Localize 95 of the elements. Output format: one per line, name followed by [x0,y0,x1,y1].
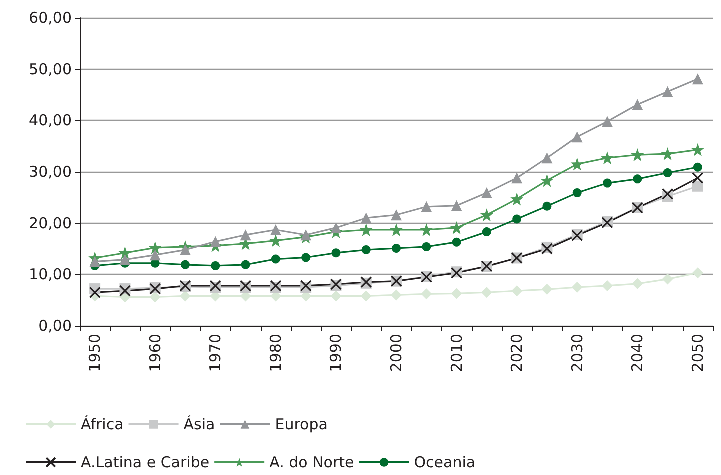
point [450,221,464,234]
point [570,158,584,171]
legend-label: África [81,416,124,434]
point [692,172,704,184]
point [270,224,282,236]
point [89,286,101,298]
point [300,230,312,241]
y-tick-label: 50,00 [29,60,72,78]
point [540,174,554,188]
point [692,268,704,279]
y-tick-label: 40,00 [29,112,72,130]
point [452,238,462,247]
point [90,256,101,268]
point [390,224,403,237]
x-tick-label: 2050 [688,334,707,372]
point [451,200,462,212]
legend-label: Ásia [184,416,216,434]
point [210,236,222,248]
legend-label: A.Latina e Caribe [81,454,210,472]
point [362,246,371,255]
point [631,148,644,162]
point [360,224,373,237]
point [510,192,524,206]
point [693,162,702,172]
x-tick-label: 1970 [206,334,225,372]
x-tick-label: 2040 [628,334,647,372]
x-tick-label: 1960 [146,334,164,372]
point [332,248,341,258]
legend-label: A. do Norte [270,454,354,472]
x-tick-label: 2010 [448,334,466,372]
point [360,290,372,302]
point [421,201,432,212]
y-tick-label: 20,00 [29,214,72,232]
point [420,224,434,237]
point [180,244,191,256]
point [542,284,553,296]
point [601,152,614,165]
y-tick-label: 10,00 [29,266,72,284]
point [480,208,494,222]
point [150,250,161,261]
point [662,86,674,98]
point [421,288,432,300]
point [512,214,522,224]
point [663,168,672,178]
x-tick-label: 2030 [568,334,586,372]
point [691,143,704,156]
y-tick-label: 0,00 [38,317,72,335]
point [692,180,704,192]
x-tick-label: 1990 [327,334,346,372]
point [572,188,582,198]
point [602,280,613,292]
x-tick-label: 1980 [266,334,285,372]
point [330,222,342,234]
point [512,286,523,297]
point [241,260,250,270]
point [692,74,704,85]
x-tick-label: 2020 [508,334,526,372]
point [661,148,674,161]
x-tick-label: 2000 [388,334,406,372]
point [633,174,642,184]
legend-label: Oceania [414,454,476,472]
point [211,261,220,270]
point [451,288,462,300]
point [391,290,402,301]
y-tick-label: 30,00 [29,163,72,181]
point [481,188,492,199]
point [302,253,311,262]
point [632,99,644,110]
point [271,254,280,264]
point [392,244,401,253]
point [572,132,583,143]
point [240,230,252,241]
point [572,282,583,293]
point [330,290,342,302]
point [632,278,644,290]
point [391,210,402,221]
point [148,241,162,254]
point [542,202,552,211]
point [662,188,674,200]
point [422,242,432,252]
point [360,212,372,224]
point [269,234,282,248]
point [542,152,553,164]
point [662,274,674,285]
point [120,254,131,266]
point [512,172,523,184]
legend-label: Europa [275,416,328,434]
point [482,228,492,237]
point [602,116,613,128]
y-tick-label: 60,00 [29,9,72,27]
point [181,260,190,270]
point [603,178,612,188]
x-tick-label: 1950 [86,334,104,372]
point [118,246,132,260]
point [481,287,492,298]
